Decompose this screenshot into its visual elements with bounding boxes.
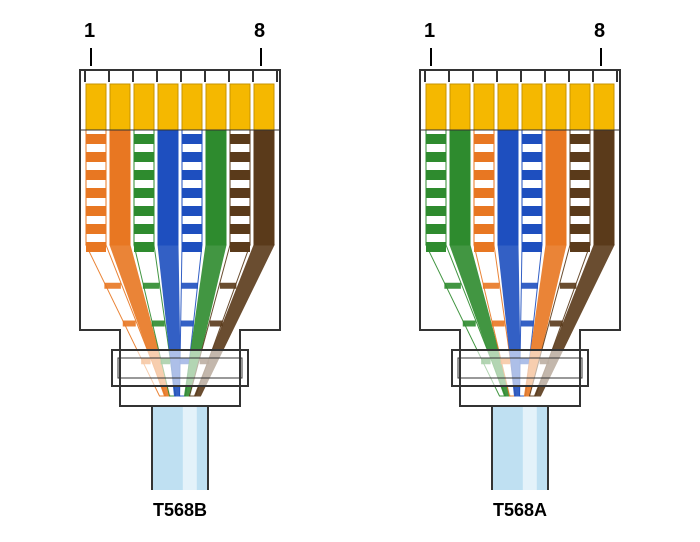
pin-8-label: 8: [594, 20, 605, 43]
connector-t568b: 1 8 T568B: [50, 20, 310, 521]
connector-svg-t568a: [400, 60, 640, 490]
pin-1-label: 1: [84, 20, 95, 43]
pin-labels-t568a: 1 8: [390, 20, 650, 60]
diagram-container: 1 8 T568B 1 8 T568A: [0, 0, 700, 521]
standard-label-t568a: T568A: [390, 500, 650, 521]
pin-8-tick: [260, 48, 262, 66]
connector-svg-t568b: [60, 60, 300, 490]
pin-1-tick: [430, 48, 432, 66]
pin-labels-t568b: 1 8: [50, 20, 310, 60]
pin-1-label: 1: [424, 20, 435, 43]
connector-t568a: 1 8 T568A: [390, 20, 650, 521]
standard-label-t568b: T568B: [50, 500, 310, 521]
pin-8-tick: [600, 48, 602, 66]
pin-8-label: 8: [254, 20, 265, 43]
pin-1-tick: [90, 48, 92, 66]
